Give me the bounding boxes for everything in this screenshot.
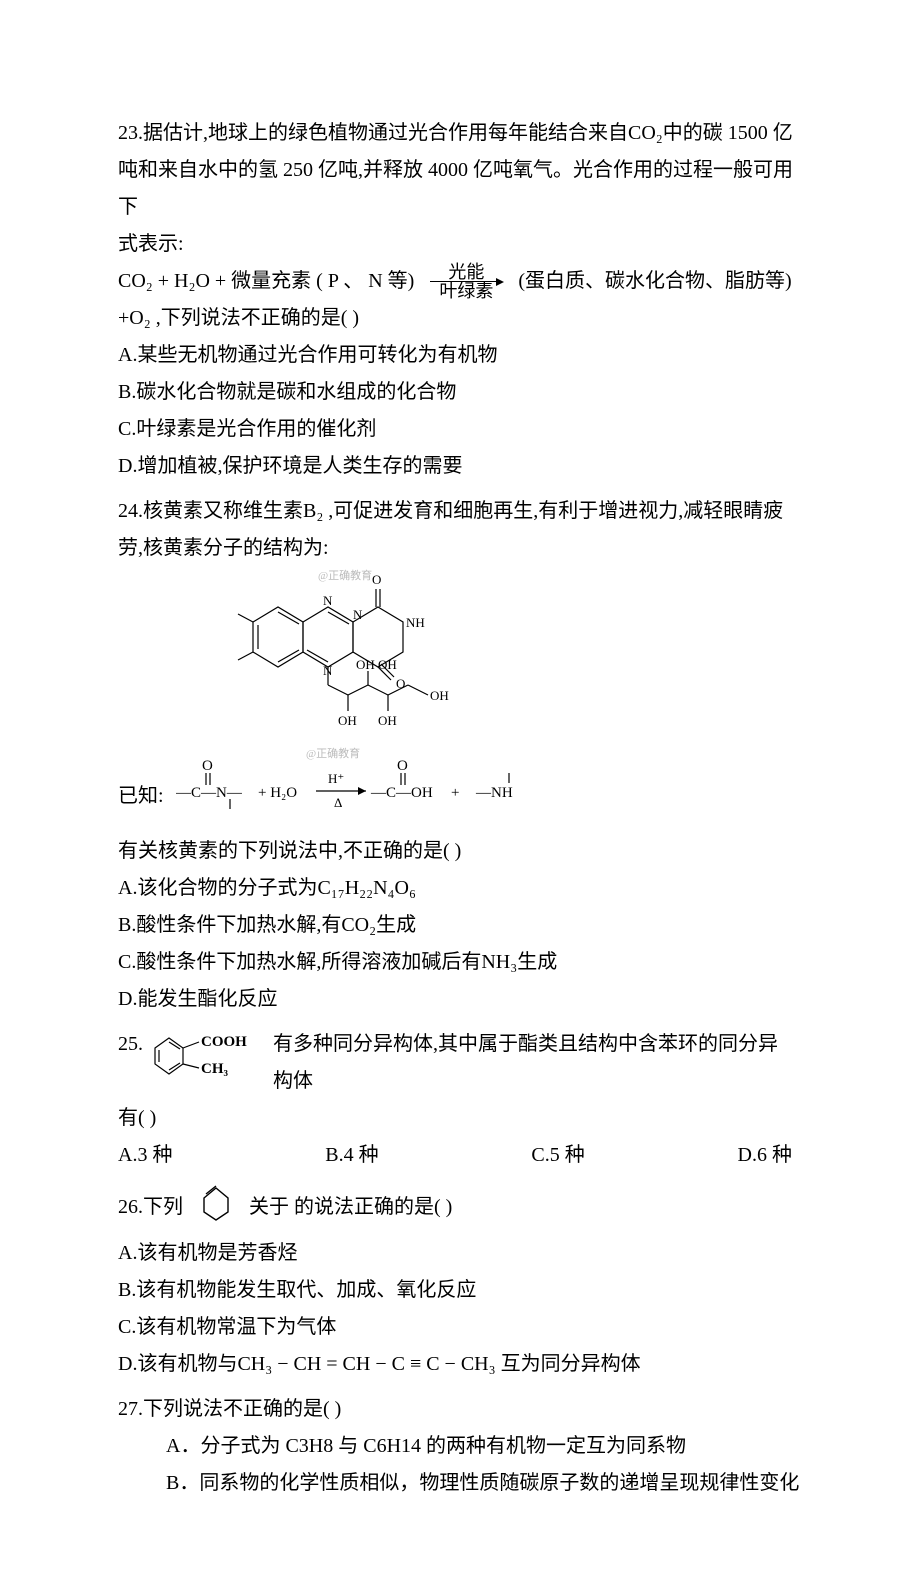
q26-stem-post: 关于 的说法正确的是( ) xyxy=(249,1196,452,1218)
q23-option-b: B.碳水化合物就是碳和水组成的化合物 xyxy=(118,374,802,411)
q23-number: 23. xyxy=(118,122,143,144)
question-24: 24.核黄素又称维生素B₂ ,可促进发育和细胞再生,有利于增进视力,减轻眼睛疲 … xyxy=(118,493,802,1018)
q26-number: 26. xyxy=(118,1196,143,1218)
q25-stem-part1: 有多种同分异构体,其中属于酯类且结构中含苯环的同分异 xyxy=(273,1033,778,1055)
q25-number: 25. xyxy=(118,1026,143,1063)
q26-stem-pre: 下列 xyxy=(143,1196,183,1218)
svg-text:—C—N—: —C—N— xyxy=(176,785,243,801)
q27-options: A．分子式为 C3H8 与 C6H14 的两种有机物一定互为同系物 B．同系物的… xyxy=(118,1428,802,1502)
q27-stem: 下列说法不正确的是( ) xyxy=(143,1398,341,1420)
svg-text:OH: OH xyxy=(430,688,449,703)
q23-arrow-line xyxy=(430,281,502,282)
svg-text:N: N xyxy=(353,607,363,622)
question-26: 26.下列 关于 的说法正确的是( ) A.该有机物是芳香烃 B.该有机物能发生… xyxy=(118,1182,802,1383)
svg-text:OH OH: OH OH xyxy=(356,657,397,672)
svg-text:OH: OH xyxy=(378,713,397,728)
svg-text:—C—OH: —C—OH xyxy=(370,785,433,801)
svg-text:O: O xyxy=(396,676,405,691)
q26-option-d: D.该有机物与CH₃ − CH = CH − C ≡ C − CH₃ 互为同分异… xyxy=(118,1346,802,1383)
q26-options: A.该有机物是芳香烃 B.该有机物能发生取代、加成、氧化反应 C.该有机物常温下… xyxy=(118,1235,802,1383)
q27-option-b: B．同系物的化学性质相似，物理性质随碳原子数的递增呈现规律性变化 xyxy=(166,1465,802,1502)
q26-option-b: B.该有机物能发生取代、加成、氧化反应 xyxy=(118,1272,802,1309)
svg-text:COOH: COOH xyxy=(201,1034,247,1050)
q24-known-row: 已知: @正确教育 O —C—N— + H₂O H⁺ Δ O xyxy=(118,745,802,815)
q24-option-b: B.酸性条件下加热水解,有CO₂生成 xyxy=(118,907,802,944)
q24-known-label: 已知: xyxy=(118,778,164,815)
q23-option-d: D.增加植被,保护环境是人类生存的需要 xyxy=(118,448,802,485)
svg-text:O: O xyxy=(202,758,213,774)
hydrolysis-svg: @正确教育 O —C—N— + H₂O H⁺ Δ O —C—OH xyxy=(176,745,546,815)
q23-reaction-arrow: 光能 叶绿素 xyxy=(428,263,504,300)
q26-inline-structure xyxy=(194,1182,238,1235)
q23-line3: 式表示: xyxy=(118,233,184,255)
svg-text:O: O xyxy=(397,758,408,774)
svg-text:+ H₂O: + H₂O xyxy=(258,785,297,801)
q25-option-c: C.5 种 xyxy=(531,1137,584,1174)
q24-prompt: 有关核黄素的下列说法中,不正确的是( ) xyxy=(118,840,461,862)
q25-option-b: B.4 种 xyxy=(325,1137,378,1174)
q24-options: A.该化合物的分子式为C₁₇H₂₂N₄O₆ B.酸性条件下加热水解,有CO₂生成… xyxy=(118,870,802,1018)
svg-text:—NH: —NH xyxy=(475,785,513,801)
q23-line1: 据估计,地球上的绿色植物通过光合作用每年能结合来自CO₂中的碳 1500 亿 xyxy=(143,122,793,144)
q23-eq-left: CO₂ + H₂O + 微量充素 ( P 、 N 等) xyxy=(118,263,414,300)
q23-eq-tail: +O₂ ,下列说法不正确的是( ) xyxy=(118,307,359,329)
svg-text:H⁺: H⁺ xyxy=(328,771,344,786)
svg-text:O: O xyxy=(372,572,381,587)
q24-line1: 核黄素又称维生素B₂ ,可促进发育和细胞再生,有利于增进视力,减轻眼睛疲 xyxy=(143,500,783,522)
svg-text:CH₃: CH₃ xyxy=(201,1061,229,1077)
q23-option-c: C.叶绿素是光合作用的催化剂 xyxy=(118,411,802,448)
question-25: 25. COOH CH₃ 有多种同分异构体,其中属于酯类且结构中含苯环的同分异 … xyxy=(118,1026,802,1174)
q25-stem-part3: 有( ) xyxy=(118,1100,156,1137)
q25-option-a: A.3 种 xyxy=(118,1137,172,1174)
q24-option-a: A.该化合物的分子式为C₁₇H₂₂N₄O₆ xyxy=(118,870,802,907)
q23-arrow-bottom: 叶绿素 xyxy=(439,282,493,300)
q25-stem-part2: 构体 xyxy=(273,1070,313,1092)
svg-text:N: N xyxy=(323,663,333,678)
methylbenzoic-acid-svg: COOH CH₃ xyxy=(143,1026,265,1078)
q23-options: A.某些无机物通过光合作用可转化为有机物 B.碳水化合物就是碳和水组成的化合物 … xyxy=(118,337,802,485)
q23-option-a: A.某些无机物通过光合作用可转化为有机物 xyxy=(118,337,802,374)
svg-text:OH: OH xyxy=(338,713,357,728)
q23-equation: CO₂ + H₂O + 微量充素 ( P 、 N 等) 光能 叶绿素 (蛋白质、… xyxy=(118,263,802,300)
q24-option-d: D.能发生酯化反应 xyxy=(118,981,802,1018)
svg-text:NH: NH xyxy=(406,615,425,630)
q23-line2: 吨和来自水中的氢 250 亿吨,并释放 4000 亿吨氧气。光合作用的过程一般可… xyxy=(118,159,793,218)
question-27: 27.下列说法不正确的是( ) A．分子式为 C3H8 与 C6H14 的两种有… xyxy=(118,1391,802,1502)
svg-text:N: N xyxy=(323,593,333,608)
svg-text:Δ: Δ xyxy=(334,795,342,810)
q23-arrow-top: 光能 xyxy=(448,263,484,281)
riboflavin-svg: @正确教育 xyxy=(228,567,478,745)
q25-options: A.3 种 B.4 种 C.5 种 D.6 种 xyxy=(118,1137,802,1174)
question-23: 23.据估计,地球上的绿色植物通过光合作用每年能结合来自CO₂中的碳 1500 … xyxy=(118,115,802,485)
q26-option-a: A.该有机物是芳香烃 xyxy=(118,1235,802,1272)
watermark-text: @正确教育 xyxy=(318,568,372,582)
q24-number: 24. xyxy=(118,500,143,522)
q25-option-d: D.6 种 xyxy=(738,1137,792,1174)
spacer xyxy=(118,815,802,833)
q26-option-c: C.该有机物常温下为气体 xyxy=(118,1309,802,1346)
cyclohexene-svg xyxy=(194,1182,238,1222)
q23-eq-right: (蛋白质、碳水化合物、脂肪等) xyxy=(518,263,791,300)
q25-inline-structure: COOH CH₃ xyxy=(143,1026,265,1091)
q24-riboflavin-structure: @正确教育 xyxy=(118,567,802,745)
q27-number: 27. xyxy=(118,1398,143,1420)
q24-option-c: C.酸性条件下加热水解,所得溶液加碱后有NH₃生成 xyxy=(118,944,802,981)
q24-line2: 劳,核黄素分子的结构为: xyxy=(118,537,329,559)
watermark-text-2: @正确教育 xyxy=(306,746,360,760)
q27-option-a: A．分子式为 C3H8 与 C6H14 的两种有机物一定互为同系物 xyxy=(166,1428,802,1465)
q23-stem-1: 23.据估计,地球上的绿色植物通过光合作用每年能结合来自CO₂中的碳 1500 … xyxy=(118,122,793,144)
svg-text:+: + xyxy=(451,785,459,801)
